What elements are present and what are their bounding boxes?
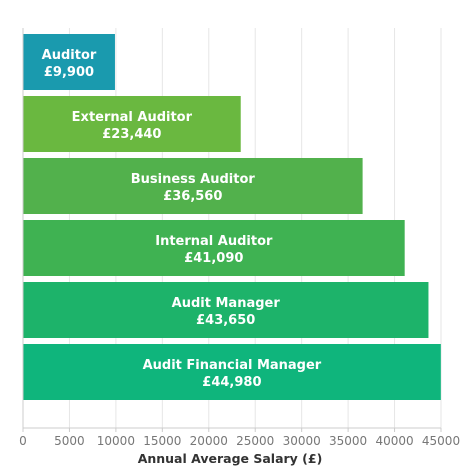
bar-value-label: £9,900 xyxy=(44,65,94,80)
x-tick-label: 35000 xyxy=(329,434,367,448)
x-tick-label: 45000 xyxy=(422,434,460,448)
x-axis: 0 5000 10000 15000 20000 25000 30000 35000 40000… xyxy=(19,28,460,448)
x-tick-label: 10000 xyxy=(97,434,135,448)
bar-value-label: £41,090 xyxy=(184,251,243,266)
x-axis-title: Annual Average Salary (£) xyxy=(138,451,323,466)
x-tick-label: 15000 xyxy=(143,434,181,448)
bar-value-label: £23,440 xyxy=(102,127,161,142)
bar-category-label: External Auditor xyxy=(72,110,193,125)
x-tick-label: 0 xyxy=(19,434,27,448)
bar xyxy=(23,220,405,276)
bar xyxy=(23,282,429,338)
bars: Auditor £9,900 External Auditor £23,440 Busi… xyxy=(23,34,441,400)
bar-category-label: Audit Financial Manager xyxy=(143,358,322,373)
bar-category-label: Auditor xyxy=(42,48,97,63)
bar xyxy=(23,96,241,152)
bar-value-label: £36,560 xyxy=(163,189,222,204)
bar-value-label: £44,980 xyxy=(202,375,261,390)
x-tick-label: 25000 xyxy=(236,434,274,448)
bar-value-label: £43,650 xyxy=(196,313,255,328)
x-tick-label: 20000 xyxy=(190,434,228,448)
bar xyxy=(23,34,115,90)
x-tick-label: 30000 xyxy=(283,434,321,448)
bar xyxy=(23,344,441,400)
x-tick-label: 40000 xyxy=(375,434,413,448)
bar-category-label: Audit Manager xyxy=(172,296,281,311)
bar-category-label: Business Auditor xyxy=(131,172,256,187)
x-tick-label: 5000 xyxy=(54,434,85,448)
bar-category-label: Internal Auditor xyxy=(155,234,273,249)
bar xyxy=(23,158,363,214)
